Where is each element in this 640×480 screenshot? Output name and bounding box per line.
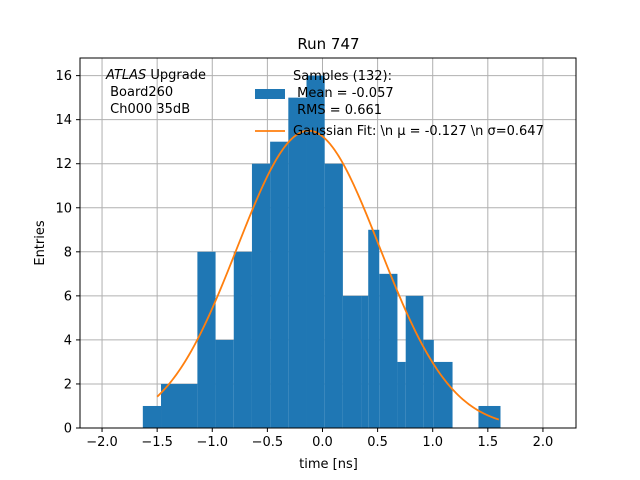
annotation-line-2: Board260 [106, 85, 173, 100]
annotation-italic: ATLAS [105, 68, 146, 83]
axes-frame [79, 57, 577, 429]
histogram-bar [215, 339, 234, 428]
histogram-bar [342, 295, 362, 428]
x-tick-label: 1.5 [477, 435, 498, 450]
gaussian-fit [156, 129, 500, 421]
histogram-bar [433, 361, 453, 428]
histogram-bars [142, 75, 501, 429]
x-tick-label: 0.0 [312, 435, 333, 450]
x-tick-label: −0.5 [252, 435, 284, 450]
y-tick-label: 0 [64, 422, 72, 437]
histogram-bar [197, 251, 216, 428]
histogram-bar [423, 339, 434, 428]
y-tick-label: 10 [55, 201, 72, 216]
x-tick-label: −1.5 [141, 435, 173, 450]
histogram-bar [361, 295, 369, 428]
histogram-bar [324, 163, 343, 428]
gaussian-fit-curve [156, 129, 500, 421]
annotation-line-1-rest: Upgrade [146, 68, 206, 83]
y-tick-label: 2 [64, 377, 72, 392]
x-axis-label: time [ns] [299, 457, 358, 472]
legend-samples-line-1: Samples (132): [293, 69, 392, 84]
legend-swatch-samples [255, 89, 285, 99]
histogram-bar [306, 75, 325, 428]
y-tick-label: 6 [64, 289, 72, 304]
y-tick-label: 14 [55, 113, 72, 128]
x-tick-label: 0.5 [367, 435, 388, 450]
annotation-line-1: ATLAS Upgrade [105, 68, 206, 83]
legend: Samples (132): Mean = -0.057 RMS = 0.661… [255, 69, 544, 139]
histogram-bar [270, 141, 289, 428]
legend-samples-line-3: RMS = 0.661 [293, 103, 382, 118]
chart-title: Run 747 [297, 35, 359, 53]
histogram-bar [142, 405, 162, 428]
legend-fit-label: Gaussian Fit: \n μ = -0.127 \n σ=0.647 [293, 124, 544, 139]
histogram-bar [379, 273, 398, 428]
histogram-bar [251, 163, 271, 428]
axis-ticks: −2.0 −1.5 −1.0 −0.5 0.0 0.5 1.0 1.5 2.0 0 2 4 6 8 10 12… [55, 69, 553, 450]
y-tick-label: 12 [55, 157, 72, 172]
x-tick-label: −1.0 [196, 435, 228, 450]
x-tick-label: 1.0 [422, 435, 443, 450]
histogram-bar [397, 361, 406, 428]
histogram-bar [405, 295, 424, 428]
y-tick-label: 4 [64, 333, 72, 348]
legend-samples-line-2: Mean = -0.057 [293, 86, 394, 101]
y-axis-label: Entries [33, 220, 48, 266]
x-tick-label: 2.0 [533, 435, 554, 450]
x-tick-label: −2.0 [86, 435, 118, 450]
histogram-bar [368, 229, 380, 428]
y-tick-label: 8 [64, 245, 72, 260]
histogram-bar [233, 251, 252, 428]
y-tick-label: 16 [55, 69, 72, 84]
annotation-line-3: Ch000 35dB [106, 102, 190, 117]
histogram-bar [288, 97, 307, 429]
histogram-bar [161, 383, 198, 428]
run-annotation: ATLAS Upgrade Board260 Ch000 35dB [105, 68, 206, 117]
